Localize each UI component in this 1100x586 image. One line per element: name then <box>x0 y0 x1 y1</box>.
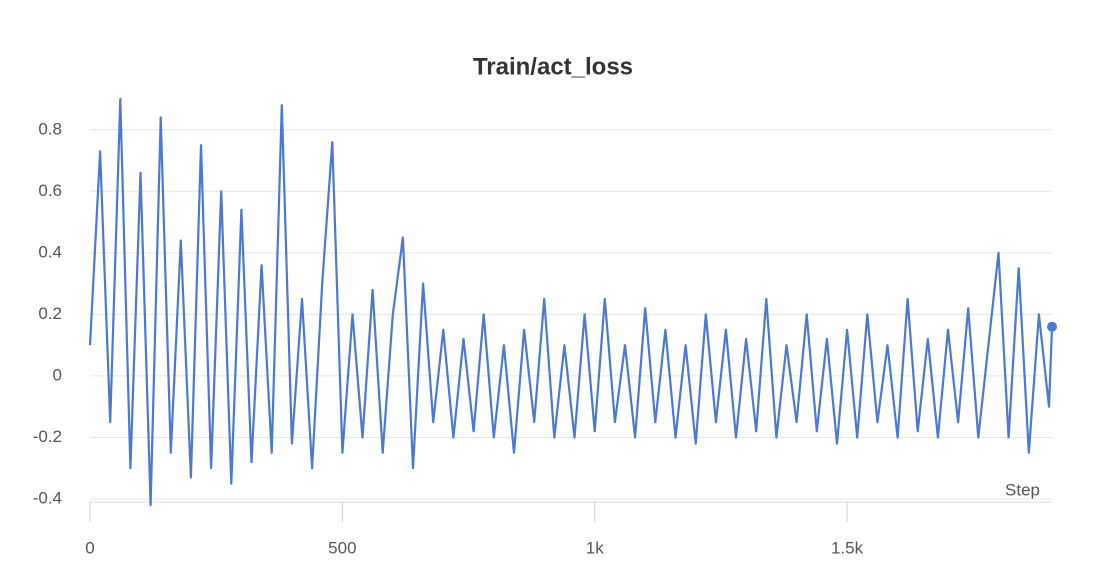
y-tick-label: -0.4 <box>33 488 62 507</box>
x-tick-label: 500 <box>328 538 356 557</box>
end-point <box>1047 321 1057 332</box>
x-tick-label: 0 <box>85 538 94 557</box>
x-tick-label: 1k <box>586 538 604 557</box>
chart-title: Train/act_loss <box>473 53 633 80</box>
y-tick-label: 0 <box>53 365 62 384</box>
y-tick-label: 0.4 <box>38 242 62 261</box>
x-axis-label: Step <box>1005 480 1040 499</box>
y-tick-label: 0.2 <box>38 304 62 323</box>
y-tick-label: -0.2 <box>33 427 62 446</box>
x-tick-label: 1.5k <box>831 538 864 557</box>
y-tick-label: 0.8 <box>38 119 62 138</box>
y-tick-label: 0.6 <box>38 181 62 200</box>
line <box>88 97 1054 507</box>
